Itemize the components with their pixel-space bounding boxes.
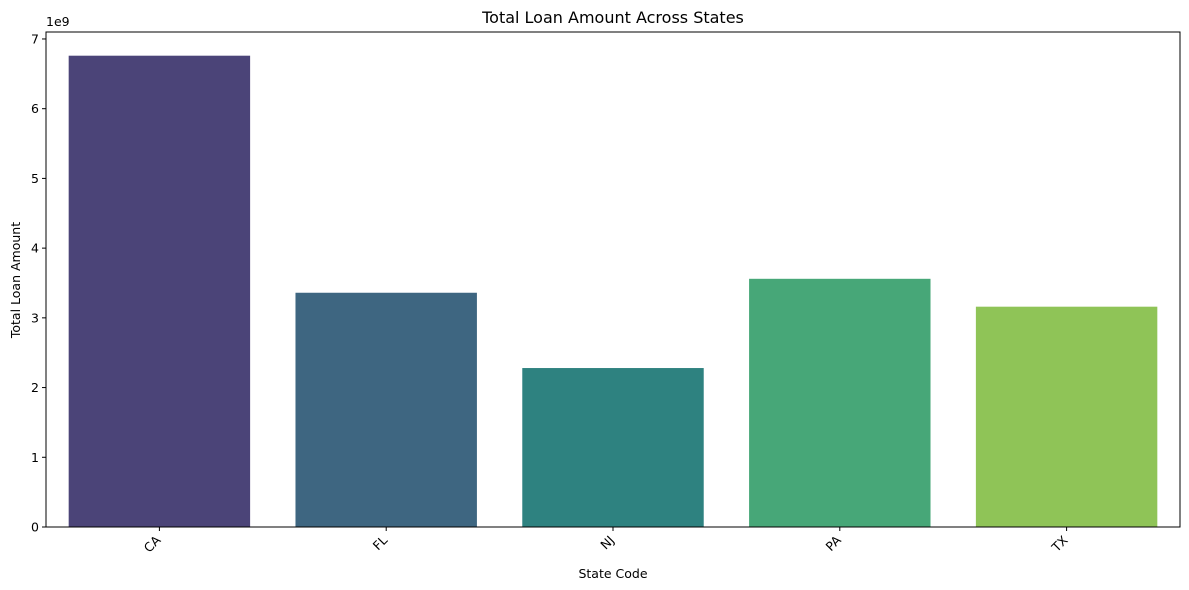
y-tick-label: 5 <box>31 171 39 186</box>
bars-group <box>68 55 1158 527</box>
x-axis-label: State Code <box>578 566 647 581</box>
x-tick-label-nj: NJ <box>597 533 617 553</box>
plot-frame <box>45 31 1181 528</box>
x-axis: CA FL NJ PA TX <box>141 527 1071 555</box>
y-tick-label: 4 <box>31 241 39 256</box>
y-tick-label: 1 <box>31 450 39 465</box>
bar-ca <box>68 55 251 527</box>
y-tick-label: 0 <box>31 520 39 535</box>
bar-pa <box>749 278 931 527</box>
y-tick-label: 7 <box>31 31 39 46</box>
x-tick-label-pa: PA <box>822 532 844 554</box>
y-axis: 0 1 2 3 4 5 6 7 <box>31 31 46 535</box>
x-tick-label-fl: FL <box>370 532 391 553</box>
bar-nj <box>522 368 704 527</box>
y-tick-label: 2 <box>31 380 39 395</box>
y-tick-label: 6 <box>31 101 39 116</box>
x-tick-label-ca: CA <box>141 532 164 555</box>
y-axis-label: Total Loan Amount <box>8 222 23 339</box>
x-tick-label-tx: TX <box>1048 532 1071 555</box>
bar-tx <box>975 306 1158 527</box>
y-tick-label: 3 <box>31 310 39 325</box>
bar-fl <box>295 292 477 527</box>
chart-title: Total Loan Amount Across States <box>481 8 744 27</box>
y-axis-offset-label: 1e9 <box>46 14 70 29</box>
